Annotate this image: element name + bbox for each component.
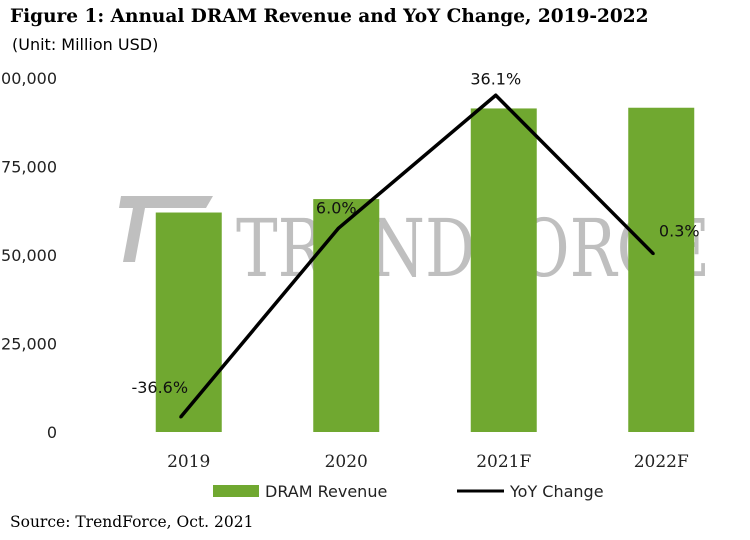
yoy-point-2022f [651, 252, 655, 256]
yoy-point-2021f [494, 93, 498, 97]
y-tick-label: 50,000 [1, 246, 57, 265]
y-tick-label: 100,000 [0, 69, 57, 88]
yoy-data-label: 0.3% [659, 222, 700, 241]
yoy-data-label: 36.1% [470, 69, 521, 88]
y-tick-label: 25,000 [1, 335, 57, 354]
bar-2021f [470, 108, 537, 432]
x-axis: 2019 2020 2021F 2022F [167, 452, 689, 472]
yoy-data-label: -36.6% [131, 378, 188, 397]
chart-subtitle: (Unit: Million USD) [12, 35, 159, 54]
y-axis: 0 25,000 50,000 75,000 100,000 [0, 69, 57, 442]
chart-title: Figure 1: Annual DRAM Revenue and YoY Ch… [10, 6, 649, 27]
bar-2019 [155, 212, 222, 432]
yoy-point-2019 [179, 415, 183, 419]
legend-label-revenue: DRAM Revenue [265, 482, 387, 501]
legend: DRAM Revenue YoY Change [213, 482, 604, 501]
x-tick-label: 2022F [634, 452, 689, 472]
trendforce-logo-icon [119, 196, 213, 262]
legend-label-yoy: YoY Change [509, 482, 604, 501]
bar-2022f [628, 107, 695, 433]
y-tick-label: 0 [47, 423, 57, 442]
legend-bar-swatch [213, 485, 259, 497]
data-labels: -36.6% 6.0% 36.1% 0.3% [131, 69, 699, 397]
y-tick-label: 75,000 [1, 158, 57, 177]
bar-series [155, 107, 695, 433]
yoy-line [179, 93, 655, 419]
bar-2020 [313, 199, 380, 432]
chart-source: Source: TrendForce, Oct. 2021 [10, 513, 254, 531]
yoy-data-label: 6.0% [316, 198, 357, 217]
line-series [179, 93, 655, 419]
x-tick-label: 2020 [325, 452, 368, 472]
x-tick-label: 2021F [476, 452, 531, 472]
yoy-point-2020 [336, 226, 340, 230]
x-tick-label: 2019 [167, 452, 210, 472]
